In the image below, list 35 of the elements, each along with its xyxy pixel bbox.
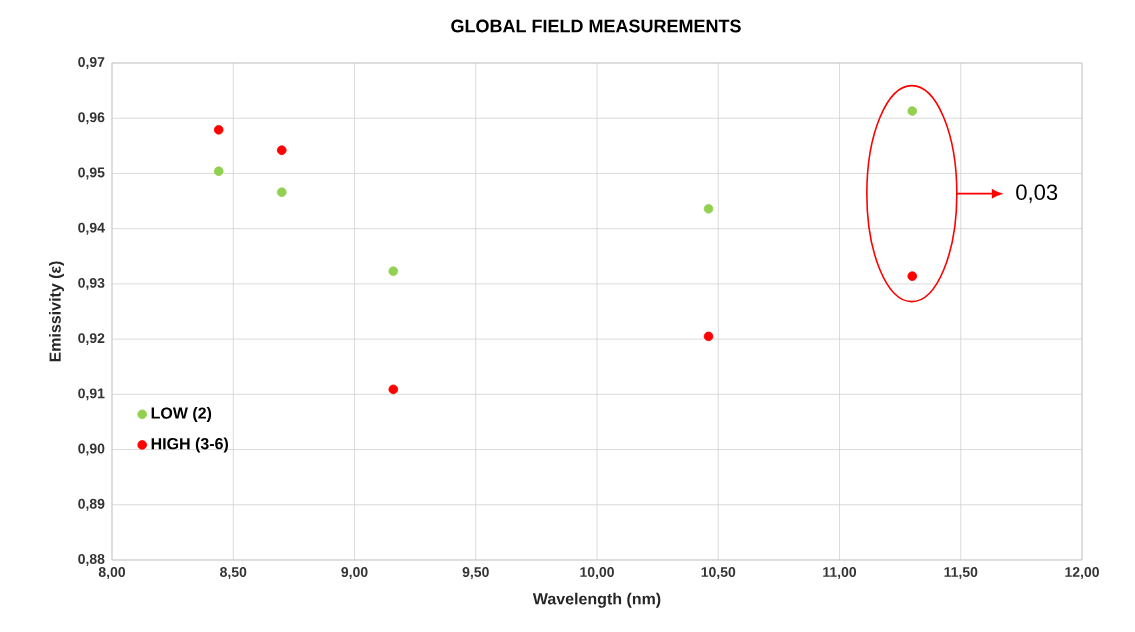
x-tick-label: 8,50 <box>220 567 247 580</box>
y-tick-label: 0,91 <box>78 388 105 401</box>
y-tick-label: 0,96 <box>78 112 105 125</box>
y-tick-label: 0,95 <box>78 167 105 180</box>
point <box>703 331 714 342</box>
legend-label: LOW (2) <box>151 407 212 422</box>
point <box>703 203 714 214</box>
y-tick-label: 0,90 <box>78 443 105 456</box>
point <box>213 125 224 135</box>
point <box>907 106 918 116</box>
point <box>388 266 399 276</box>
y-tick-label: 0,94 <box>78 222 105 235</box>
chart-title: GLOBAL FIELD MEASUREMENTS <box>451 19 741 33</box>
x-tick-label: 11,00 <box>823 567 857 580</box>
x-tick-label: 9,00 <box>341 567 368 580</box>
y-axis-title: Emissivity (ε) <box>49 261 64 362</box>
y-tick-label: 0,92 <box>78 333 105 346</box>
point <box>907 271 918 281</box>
x-tick-label: 11,50 <box>944 567 978 580</box>
x-tick-label: 9,50 <box>462 567 489 580</box>
y-tick-label: 0,97 <box>78 57 105 69</box>
y-tick-label: 0,88 <box>78 554 105 566</box>
point <box>213 166 224 177</box>
legend-label: HIGH (3-6) <box>151 437 228 453</box>
point <box>388 384 399 395</box>
x-tick-label: 10,00 <box>580 567 614 580</box>
point <box>276 187 287 198</box>
x-axis-title: Wavelength (nm) <box>532 592 661 608</box>
x-tick-label: 8,00 <box>98 567 126 580</box>
point <box>276 145 287 156</box>
x-tick-label: 10,50 <box>701 567 736 580</box>
x-tick-label: 12,00 <box>1065 567 1099 580</box>
annotation: 0,03 <box>1016 184 1058 203</box>
y-tick-label: 0,89 <box>78 498 105 511</box>
y-tick-label: 0,93 <box>78 277 105 290</box>
